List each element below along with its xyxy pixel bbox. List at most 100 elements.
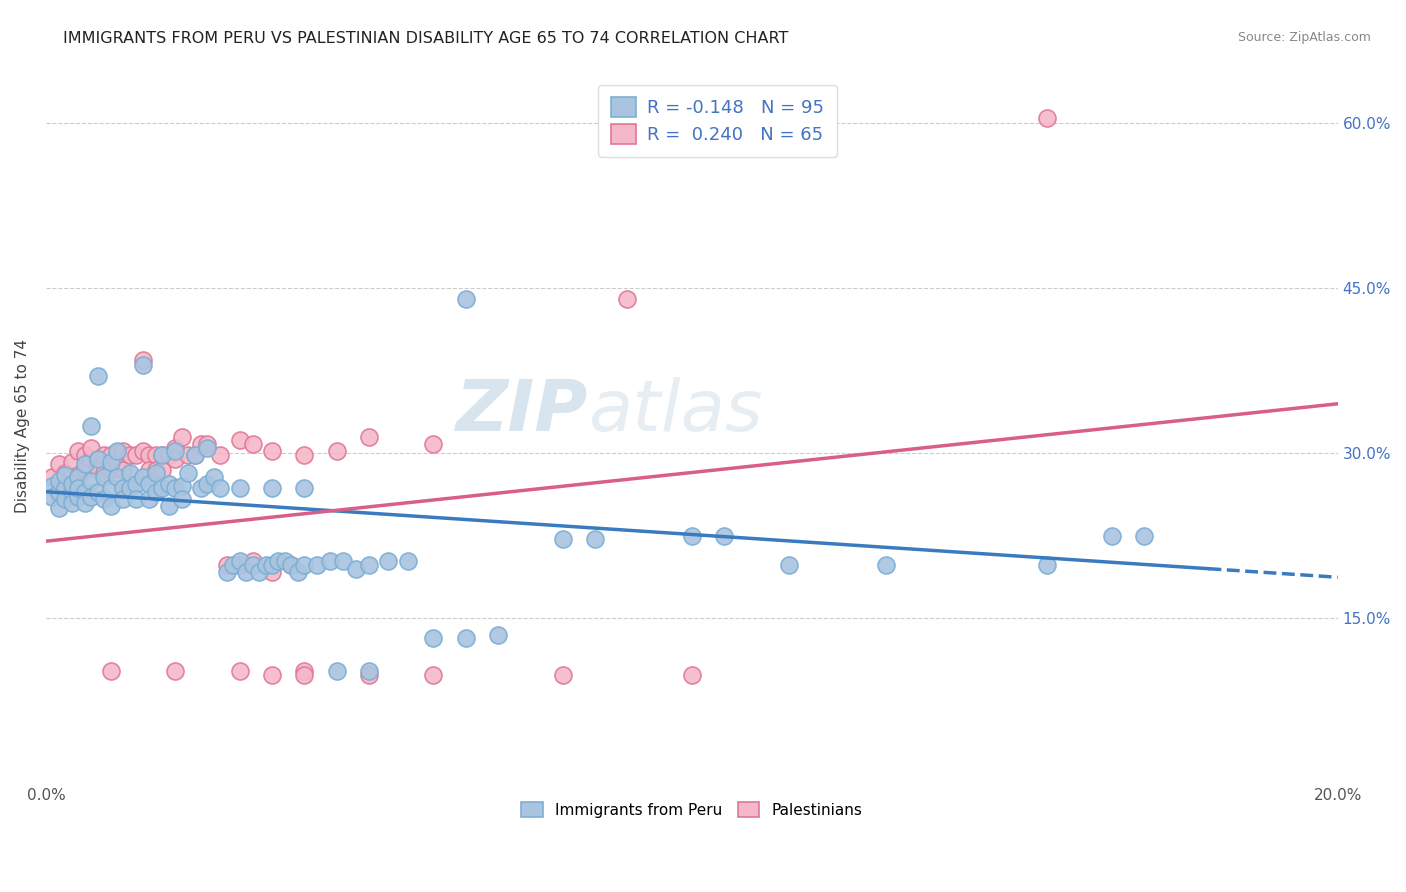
Point (150, 449, 173, 463)
Point (202, 470, 225, 484)
Point (551, 668, 574, 682)
Point (486, 627, 509, 641)
Point (1036, 558, 1059, 573)
Point (197, 477, 219, 491)
Point (422, 631, 444, 645)
Point (197, 437, 219, 451)
Point (357, 558, 380, 573)
Point (138, 492, 160, 507)
Point (112, 444, 135, 458)
Point (132, 470, 155, 484)
Point (157, 499, 180, 513)
Point (713, 529, 735, 543)
Point (118, 466, 141, 480)
Point (132, 352, 155, 367)
Point (242, 437, 264, 451)
Point (357, 668, 380, 682)
Point (228, 664, 250, 678)
Point (48, 501, 70, 516)
Point (157, 477, 180, 491)
Point (454, 293, 477, 307)
Point (209, 482, 232, 496)
Point (280, 558, 302, 573)
Point (292, 664, 315, 678)
Point (80, 418, 103, 433)
Point (292, 558, 315, 573)
Point (112, 463, 135, 477)
Point (67, 482, 90, 496)
Point (48, 484, 70, 499)
Legend: Immigrants from Peru, Palestinians: Immigrants from Peru, Palestinians (513, 794, 870, 825)
Point (242, 558, 264, 573)
Point (125, 477, 148, 491)
Point (260, 444, 283, 458)
Point (100, 463, 122, 477)
Point (319, 554, 342, 568)
Point (105, 470, 128, 484)
Point (177, 466, 200, 480)
Point (165, 451, 187, 466)
Point (875, 558, 897, 573)
Point (209, 449, 232, 463)
Point (215, 565, 238, 579)
Point (48, 488, 70, 502)
Point (165, 664, 187, 678)
Text: IMMIGRANTS FROM PERU VS PALESTINIAN DISABILITY AGE 65 TO 74 CORRELATION CHART: IMMIGRANTS FROM PERU VS PALESTINIAN DISA… (63, 31, 789, 46)
Point (93, 466, 115, 480)
Point (138, 449, 160, 463)
Point (260, 565, 283, 579)
Point (112, 482, 135, 496)
Point (280, 558, 302, 573)
Point (170, 430, 193, 444)
Point (86, 369, 108, 384)
Point (183, 449, 205, 463)
Point (228, 554, 250, 568)
Point (1036, 111, 1059, 125)
Point (132, 359, 155, 373)
Point (681, 668, 703, 682)
Point (53, 482, 76, 496)
Point (681, 529, 703, 543)
Point (100, 482, 122, 496)
Point (100, 449, 122, 463)
Point (118, 449, 141, 463)
Point (53, 492, 76, 507)
Point (396, 554, 419, 568)
Point (41, 479, 63, 493)
Text: ZIP: ZIP (456, 377, 589, 446)
Point (165, 441, 187, 455)
Point (53, 468, 76, 483)
Point (86, 451, 108, 466)
Point (80, 490, 103, 504)
Point (274, 554, 297, 568)
Point (260, 558, 283, 573)
Point (267, 554, 290, 568)
Point (125, 492, 148, 507)
Point (105, 444, 128, 458)
Point (60, 484, 83, 499)
Point (292, 668, 315, 682)
Point (132, 444, 155, 458)
Point (228, 433, 250, 447)
Point (190, 437, 212, 451)
Point (80, 441, 103, 455)
Point (93, 492, 115, 507)
Point (53, 466, 76, 480)
Point (93, 449, 115, 463)
Point (145, 463, 167, 477)
Point (150, 449, 173, 463)
Point (93, 470, 115, 484)
Point (145, 449, 167, 463)
Point (165, 482, 187, 496)
Point (48, 474, 70, 488)
Point (357, 664, 380, 678)
Point (228, 482, 250, 496)
Point (307, 558, 329, 573)
Point (190, 482, 212, 496)
Point (53, 484, 76, 499)
Point (150, 463, 173, 477)
Point (157, 449, 180, 463)
Y-axis label: Disability Age 65 to 74: Disability Age 65 to 74 (15, 339, 30, 513)
Point (80, 474, 103, 488)
Point (235, 565, 257, 579)
